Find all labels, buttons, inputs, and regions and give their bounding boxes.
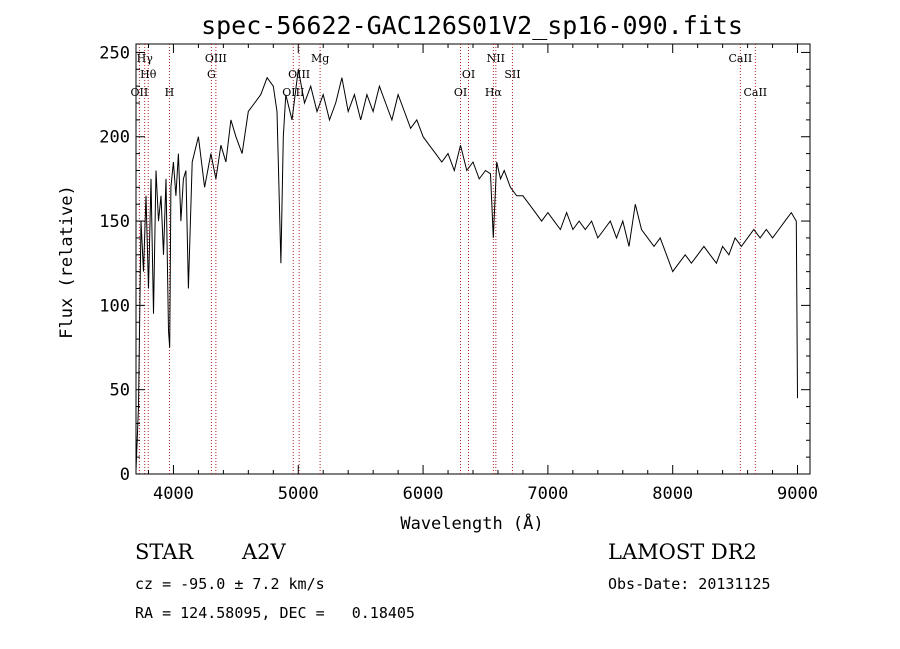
- x-tick-label: 8000: [652, 484, 693, 504]
- marker-label: Hγ: [137, 52, 154, 65]
- y-tick-label: 100: [99, 296, 130, 316]
- plot-frame: [135, 43, 811, 475]
- marker-label: OII: [131, 86, 149, 99]
- marker-label: Mg: [311, 52, 329, 65]
- y-tick-label: 0: [120, 465, 130, 485]
- marker-label: OIII: [205, 52, 227, 65]
- marker-label: NII: [487, 52, 505, 65]
- marker-label: H: [165, 86, 175, 99]
- marker-label: CaII: [743, 86, 767, 99]
- redshift-line: cz = -95.0 ± 7.2 km/s: [135, 575, 325, 593]
- y-axis-label: Flux (relative): [57, 185, 77, 339]
- marker-label: Hθ: [140, 68, 157, 81]
- marker-label: SII: [504, 68, 520, 81]
- spectrum-series: [135, 69, 798, 471]
- chart-title: spec-56622-GAC126S01V2_sp16-090.fits: [201, 11, 743, 40]
- marker-label: G: [207, 68, 216, 81]
- spectrum-line: [135, 69, 798, 471]
- marker-label: OI: [462, 68, 475, 81]
- marker-label: OI: [454, 86, 467, 99]
- axes: 4000 5000 6000 7000 8000 9000 0 50 100 150 200 250: [99, 43, 818, 504]
- x-tick-label: 5000: [278, 484, 319, 504]
- x-tick-label: 9000: [777, 484, 818, 504]
- survey-name: LAMOST DR2: [608, 540, 757, 564]
- object-class: STAR: [135, 540, 194, 564]
- y-tick-label: 150: [99, 212, 130, 232]
- y-tick-label: 250: [99, 43, 130, 63]
- coordinates-line: RA = 124.58095, DEC = 0.18405: [135, 604, 415, 622]
- marker-label: CaII: [729, 52, 753, 65]
- y-tick-label: 50: [110, 381, 130, 401]
- x-tick-label: 6000: [403, 484, 444, 504]
- x-axis-label: Wavelength (Å): [400, 512, 543, 534]
- marker-label: OIII: [282, 86, 304, 99]
- marker-label: Hα: [485, 86, 503, 99]
- y-tick-label: 200: [99, 128, 130, 148]
- observation-date: Obs-Date: 20131125: [608, 575, 771, 593]
- object-subclass: A2V: [242, 540, 286, 564]
- x-tick-label: 4000: [153, 484, 194, 504]
- x-tick-label: 7000: [527, 484, 568, 504]
